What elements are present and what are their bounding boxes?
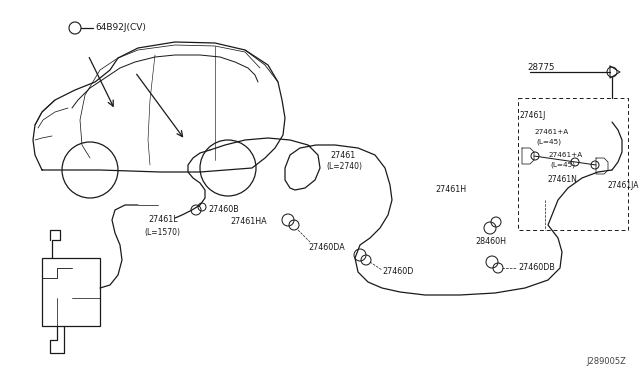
- Text: 27461+A: 27461+A: [534, 129, 568, 135]
- Text: 27460DA: 27460DA: [308, 244, 345, 253]
- Text: 27461J: 27461J: [520, 112, 547, 121]
- Bar: [518, 98, 628, 230]
- Text: 27461H: 27461H: [435, 186, 466, 195]
- Text: 27460B: 27460B: [208, 205, 239, 215]
- Text: J289005Z: J289005Z: [586, 357, 626, 366]
- Text: 28775: 28775: [527, 64, 554, 73]
- Text: 27461N: 27461N: [548, 176, 578, 185]
- Text: (L=1570): (L=1570): [144, 228, 180, 237]
- Text: 27461HA: 27461HA: [230, 218, 267, 227]
- Text: (L=45): (L=45): [550, 162, 575, 168]
- Text: 27460D: 27460D: [382, 267, 413, 276]
- Bar: [42, 258, 100, 326]
- Text: 28460H: 28460H: [475, 237, 506, 247]
- Text: 27461JA: 27461JA: [608, 180, 639, 189]
- Text: 27461L: 27461L: [148, 215, 178, 224]
- Text: 27461: 27461: [330, 151, 355, 160]
- Text: (L=45): (L=45): [536, 139, 561, 145]
- Text: (L=2740): (L=2740): [326, 161, 362, 170]
- Text: 27461+A: 27461+A: [548, 152, 582, 158]
- Text: 27460DB: 27460DB: [518, 263, 555, 273]
- Text: 64B92J(CV): 64B92J(CV): [95, 23, 146, 32]
